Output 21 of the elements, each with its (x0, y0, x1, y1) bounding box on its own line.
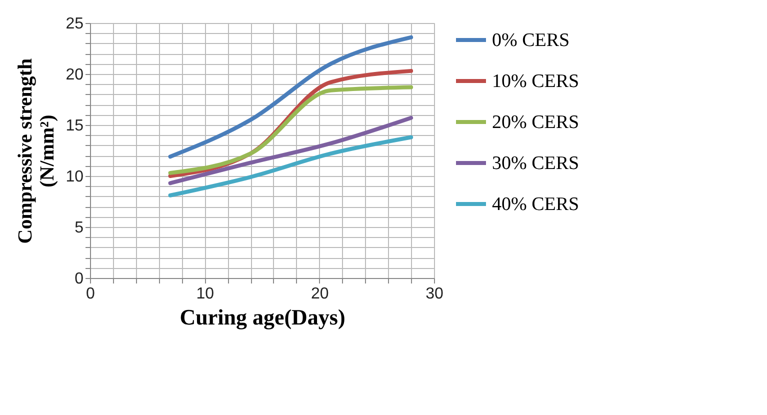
x-tick-label: 0 (86, 286, 96, 302)
legend-label: 40% CERS (492, 194, 580, 215)
line-series (168, 85, 414, 175)
legend-label: 0% CERS (492, 30, 570, 51)
line-series (168, 35, 414, 159)
y-axis-title: Compressive strength (N/mm²) (14, 58, 59, 244)
y-tick-label: 25 (66, 16, 84, 32)
x-tick-label: 30 (426, 286, 444, 302)
legend-label: 20% CERS (492, 112, 580, 133)
line-series (168, 116, 414, 186)
legend-label: 10% CERS (492, 71, 580, 92)
y-tick-label: 10 (66, 168, 84, 186)
y-tick-label: 20 (66, 66, 84, 84)
y-tick-label: 15 (66, 118, 84, 134)
x-tick-label: 20 (310, 286, 329, 302)
x-tick-label: 10 (196, 286, 214, 302)
legend-label: 30% CERS (492, 153, 580, 174)
x-axis-title: Curing age(Days) (180, 304, 346, 330)
y-tick-label: 0 (74, 270, 84, 288)
line-series (168, 135, 414, 198)
y-tick-label: 5 (74, 220, 84, 236)
